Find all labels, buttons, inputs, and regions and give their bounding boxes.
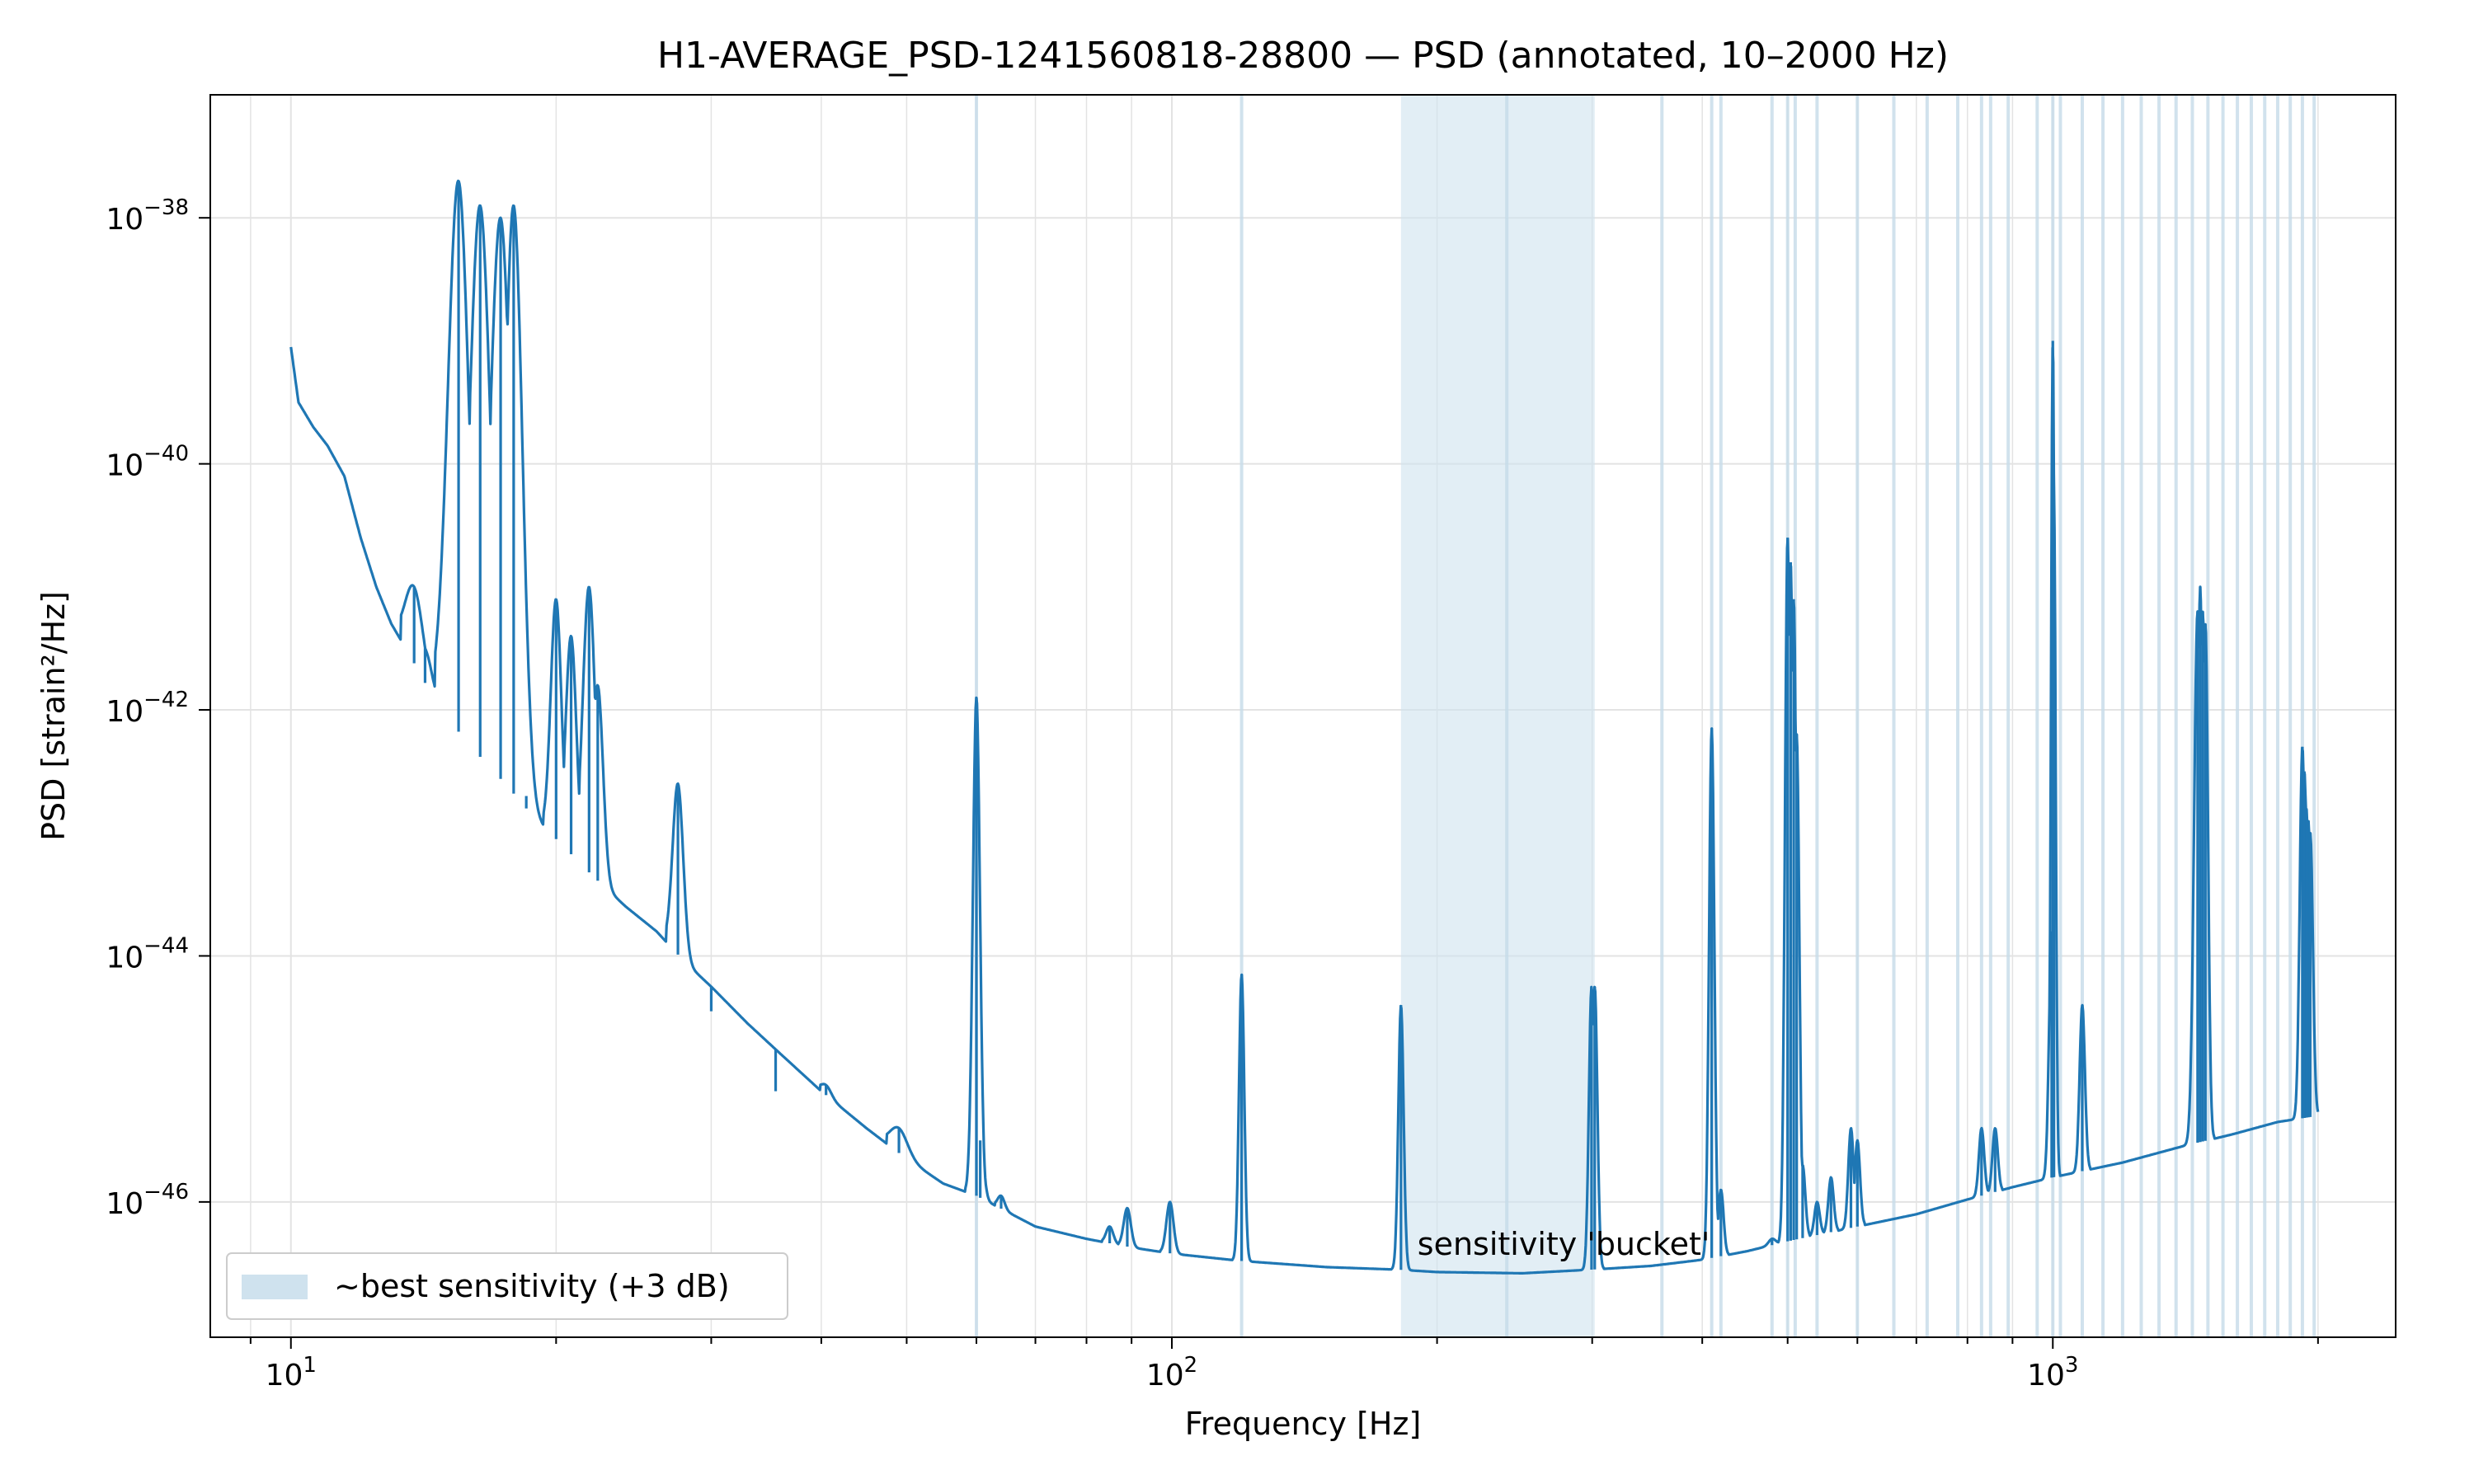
y-tick-label: 10−38 — [106, 195, 189, 237]
plot-frame — [209, 94, 2396, 1338]
x-tick-label: 101 — [266, 1353, 317, 1392]
legend-swatch — [242, 1275, 308, 1299]
y-tick-label: 10−40 — [106, 442, 189, 483]
legend: ~best sensitivity (+3 dB) — [226, 1252, 788, 1320]
y-tick-label: 10−44 — [106, 933, 189, 974]
y-axis-ticks: 10−38 10−40 10−42 10−44 10−46 — [106, 195, 210, 1221]
y-tick-label: 10−46 — [106, 1180, 189, 1221]
bucket-band — [1400, 95, 1595, 1337]
chart-title: H1-AVERAGE_PSD-1241560818-28800 — PSD (a… — [657, 35, 1949, 77]
legend-box — [226, 1252, 788, 1320]
y-tick-label: 10−42 — [106, 688, 189, 729]
psd-line — [289, 179, 2320, 1275]
y-axis-label: PSD [strain²/Hz] — [35, 591, 72, 841]
legend-label: ~best sensitivity (+3 dB) — [334, 1268, 730, 1304]
bucket-annotation: sensitivity 'bucket' — [1418, 1226, 1710, 1262]
bucket-band-rect — [1400, 95, 1595, 1337]
x-axis-ticks: 101 102 103 — [249, 1337, 2319, 1392]
x-tick-label: 102 — [1146, 1353, 1197, 1392]
x-tick-label: 103 — [2027, 1353, 2078, 1392]
x-axis-label: Frequency [Hz] — [1185, 1406, 1422, 1442]
psd-series — [289, 179, 2320, 1275]
line-markers — [975, 95, 2316, 1337]
